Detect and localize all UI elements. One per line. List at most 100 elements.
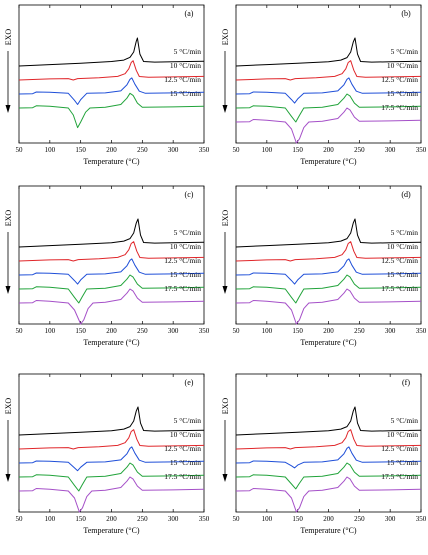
series-line xyxy=(235,288,422,325)
x-tick-label: 200 xyxy=(323,515,334,523)
panel-0: 50 100 150 200 250 300 350 Temperature (°C) EXO (… xyxy=(4,4,210,166)
exo-arrow-head xyxy=(5,286,11,294)
series-label: 17.5 °C/min xyxy=(381,284,418,293)
series-label: 12.5 °C/min xyxy=(381,256,418,265)
panel-letter: (e) xyxy=(185,378,194,387)
plot-frame xyxy=(235,373,422,513)
series-line xyxy=(18,37,205,67)
series-line xyxy=(235,274,422,304)
series-label: 5 °C/min xyxy=(391,47,419,56)
series-line xyxy=(18,274,205,304)
y-axis-title: EXO xyxy=(221,29,230,46)
series-label: 10 °C/min xyxy=(170,61,201,70)
series-line xyxy=(235,93,422,123)
x-tick-label: 350 xyxy=(199,515,210,523)
x-tick-label: 100 xyxy=(262,146,273,154)
series-label: 12.5 °C/min xyxy=(381,75,418,84)
x-tick-label: 350 xyxy=(416,327,427,335)
x-tick-label: 250 xyxy=(137,146,148,154)
series-label: 17.5 °C/min xyxy=(381,103,418,112)
series-line xyxy=(18,462,205,492)
series-label: 17.5 °C/min xyxy=(164,472,201,481)
series-line xyxy=(18,406,205,436)
panel-letter: (c) xyxy=(185,190,194,199)
exo-arrow-head xyxy=(222,474,228,482)
series-label: 10 °C/min xyxy=(387,430,418,439)
plot-frame xyxy=(18,4,205,144)
y-axis-title: EXO xyxy=(4,398,13,415)
x-tick-label: 350 xyxy=(416,146,427,154)
series-label: 15 °C/min xyxy=(170,458,201,467)
exo-arrow-head xyxy=(5,474,11,482)
series-line xyxy=(18,476,205,513)
x-tick-label: 150 xyxy=(75,327,86,335)
x-tick-label: 50 xyxy=(16,515,24,523)
x-tick-label: 350 xyxy=(199,146,210,154)
series-line xyxy=(18,60,205,81)
y-axis-title: EXO xyxy=(221,210,230,227)
series-label: 15 °C/min xyxy=(387,89,418,98)
x-tick-label: 150 xyxy=(292,515,303,523)
x-tick-label: 250 xyxy=(354,146,365,154)
x-tick-label: 50 xyxy=(233,515,241,523)
x-tick-label: 150 xyxy=(75,515,86,523)
series-line xyxy=(235,107,422,144)
x-tick-label: 300 xyxy=(385,146,396,154)
series-label: 10 °C/min xyxy=(170,242,201,251)
series-label: 15 °C/min xyxy=(387,270,418,279)
y-axis-title: EXO xyxy=(221,398,230,415)
plot-frame xyxy=(235,185,422,325)
panel-letter: (b) xyxy=(401,9,411,18)
x-tick-label: 150 xyxy=(75,146,86,154)
x-tick-label: 200 xyxy=(106,515,117,523)
panel-4: 50 100 150 200 250 300 350 Temperature (°C) EXO (… xyxy=(4,373,210,535)
series-label: 10 °C/min xyxy=(387,242,418,251)
series-label: 12.5 °C/min xyxy=(164,256,201,265)
series-line xyxy=(18,241,205,262)
series-line xyxy=(235,77,422,104)
exo-arrow-head xyxy=(222,105,228,113)
series-label: 5 °C/min xyxy=(174,416,202,425)
x-axis-title: Temperature (°C) xyxy=(83,526,140,535)
x-tick-label: 200 xyxy=(106,327,117,335)
x-tick-label: 250 xyxy=(137,327,148,335)
series-label: 15 °C/min xyxy=(170,89,201,98)
series-line xyxy=(18,92,205,129)
series-line xyxy=(18,429,205,450)
plot-frame xyxy=(18,373,205,513)
y-axis-title: EXO xyxy=(4,210,13,227)
series-line xyxy=(235,241,422,262)
x-tick-label: 300 xyxy=(168,327,179,335)
series-label: 10 °C/min xyxy=(387,61,418,70)
x-tick-label: 300 xyxy=(385,515,396,523)
series-line xyxy=(235,258,422,285)
series-line xyxy=(235,446,422,469)
x-tick-label: 250 xyxy=(354,515,365,523)
x-tick-label: 300 xyxy=(385,327,396,335)
x-tick-label: 300 xyxy=(168,515,179,523)
x-tick-label: 100 xyxy=(262,515,273,523)
x-tick-label: 350 xyxy=(416,515,427,523)
series-label: 12.5 °C/min xyxy=(164,444,201,453)
x-tick-label: 200 xyxy=(323,146,334,154)
x-tick-label: 100 xyxy=(262,327,273,335)
series-label: 5 °C/min xyxy=(174,228,202,237)
series-label: 5 °C/min xyxy=(391,416,419,425)
x-tick-label: 50 xyxy=(16,327,24,335)
plot-frame xyxy=(18,185,205,325)
series-line xyxy=(235,406,422,436)
x-tick-label: 150 xyxy=(292,327,303,335)
x-axis-title: Temperature (°C) xyxy=(300,526,357,535)
x-tick-label: 250 xyxy=(354,327,365,335)
panel-letter: (a) xyxy=(185,9,194,18)
series-line xyxy=(235,218,422,248)
x-axis-title: Temperature (°C) xyxy=(83,157,140,166)
x-axis-title: Temperature (°C) xyxy=(300,338,357,347)
series-label: 15 °C/min xyxy=(387,458,418,467)
series-line xyxy=(235,462,422,490)
x-tick-label: 250 xyxy=(137,515,148,523)
series-label: 12.5 °C/min xyxy=(164,75,201,84)
series-line xyxy=(235,429,422,450)
